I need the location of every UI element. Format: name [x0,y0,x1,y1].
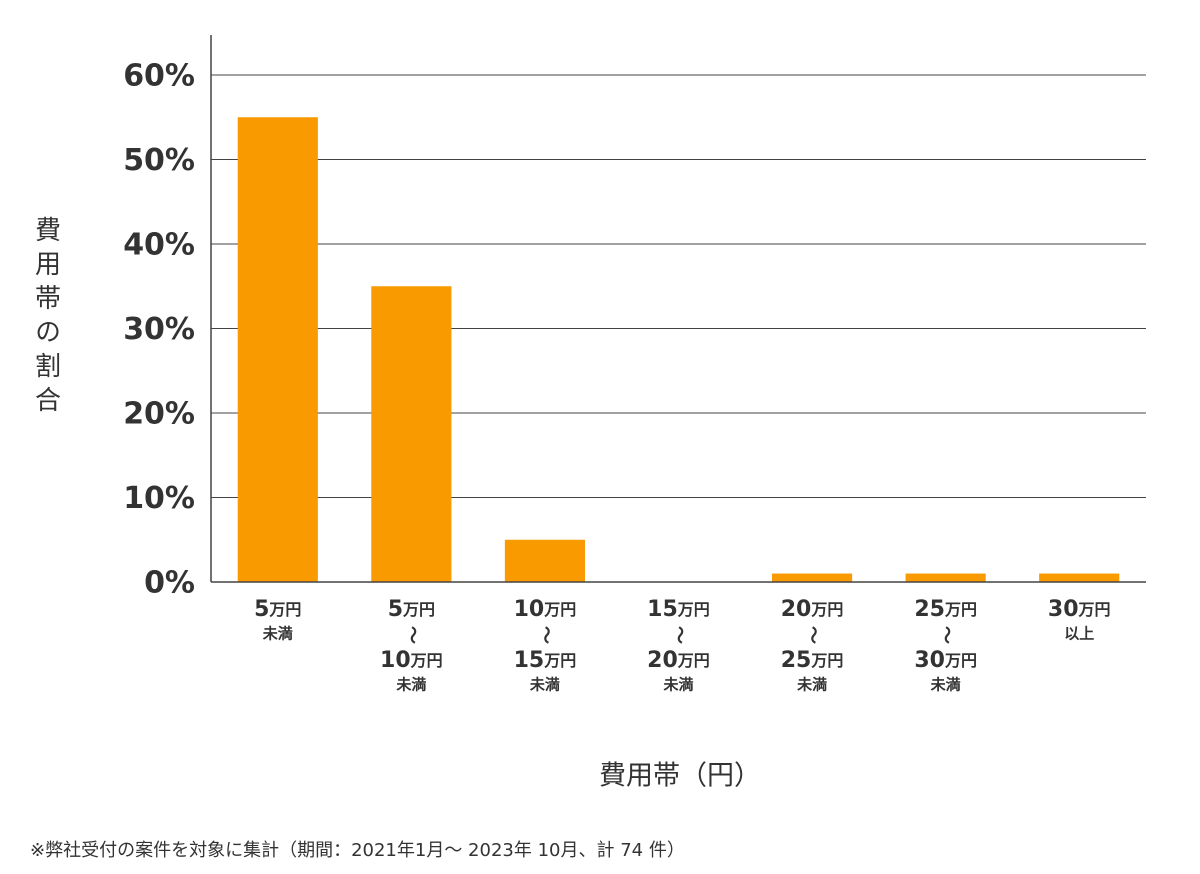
y-tick-label: 40% [123,228,195,263]
x-tick-label: 以上 [1064,625,1094,643]
x-tick-label: 未満 [529,676,560,694]
x-tick-label: 30万円 [914,648,977,673]
x-tick-label: ～ [535,626,556,644]
y-axis-title: 費用帯の割合 [31,216,61,420]
x-tick-label: 15万円 [647,597,710,622]
x-tick-label: 25万円 [914,597,977,622]
y-tick-label: 20% [123,397,195,432]
x-tick-label: 未満 [796,676,827,694]
footnote: ※弊社受付の案件を対象に集計（期間：2021年1月～ 2023年 10月、計 7… [30,840,685,861]
x-tick-label: 5万円 [254,597,301,622]
bar [905,573,986,582]
bar [504,539,585,582]
bar [1039,573,1120,582]
y-tick-label: 60% [123,59,195,94]
x-tick-label: 15万円 [514,648,577,673]
x-tick-label: 10万円 [514,597,577,622]
y-tick-label: 0% [144,566,195,601]
x-tick-label: 25万円 [781,648,844,673]
y-tick-label: 30% [123,312,195,347]
x-tick-label: 未満 [662,676,693,694]
bar [237,117,318,582]
y-tick-label: 50% [123,143,195,178]
x-tick-label: ～ [669,626,690,644]
x-tick-label: 未満 [262,625,293,643]
x-tick-label: 5万円 [388,597,435,622]
x-tick-label: 未満 [930,676,961,694]
x-tick-label: 10万円 [380,648,443,673]
bar [772,573,853,582]
x-tick-label: ～ [936,626,957,644]
y-tick-label: 10% [123,481,195,516]
x-tick-label: 未満 [395,676,426,694]
x-tick-label: 20万円 [781,597,844,622]
x-tick-label: 30万円 [1048,597,1111,622]
x-tick-label: ～ [401,626,422,644]
x-axis-title: 費用帯（円） [599,761,761,792]
x-tick-label: 20万円 [647,648,710,673]
x-tick-label: ～ [802,626,823,644]
bar [371,286,452,582]
